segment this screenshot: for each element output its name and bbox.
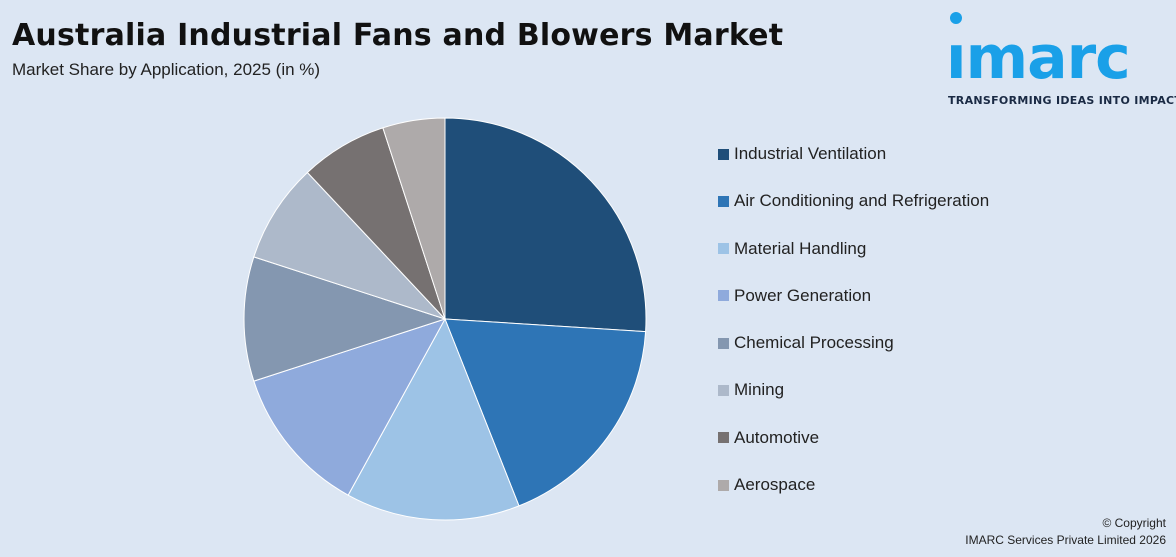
legend-item: Power Generation — [718, 284, 989, 308]
logo-wordmark: ımarc — [946, 23, 1131, 93]
pie-slice-material-handling — [347, 317, 520, 521]
legend-label: Industrial Ventilation — [734, 144, 887, 163]
legend-swatch — [718, 479, 729, 491]
logo-dot-icon — [950, 12, 962, 24]
imarc-logo: ımarc TRANSFORMING IDEAS INTO IMPACT — [946, 12, 1176, 108]
pie-slice-chemical-processing — [243, 256, 447, 382]
pie-slice-mining — [253, 171, 446, 320]
legend-label: Air Conditioning and Refrigeration — [734, 191, 990, 211]
legend-swatch — [718, 148, 729, 160]
pie-slice-power-generation — [253, 318, 447, 496]
copyright-label: © Copyright — [1102, 516, 1166, 530]
legend-swatch — [718, 432, 729, 444]
legend-label: Power Generation — [734, 285, 872, 305]
legend-label: Material Handling — [734, 238, 867, 258]
pie-chart — [243, 117, 647, 521]
pie-slice-air-conditioning-and-refrigeration — [444, 318, 647, 507]
legend-item: Air Conditioning and Refrigeration — [718, 189, 989, 213]
logo-tagline: TRANSFORMING IDEAS INTO IMPACT — [948, 94, 1176, 107]
legend-label: Chemical Processing — [734, 333, 894, 353]
legend-label: Automotive — [734, 427, 820, 447]
legend-swatch — [718, 337, 729, 349]
chart-subtitle: Market Share by Application, 2025 (in %) — [12, 60, 321, 79]
legend-item: Automotive — [718, 426, 989, 450]
legend-item: Chemical Processing — [718, 331, 989, 355]
copyright: © Copyright IMARC Services Private Limit… — [965, 515, 1166, 549]
legend-item: Aerospace — [718, 473, 989, 497]
pie-slice-industrial-ventilation — [444, 117, 647, 333]
legend-label: Mining — [734, 380, 785, 400]
legend-item: Material Handling — [718, 237, 989, 261]
legend-swatch — [718, 195, 729, 207]
legend-item: Mining — [718, 378, 989, 402]
pie-slice-aerospace — [382, 117, 446, 320]
legend-swatch — [718, 243, 729, 255]
legend-swatch — [718, 290, 729, 302]
chart-title: Australia Industrial Fans and Blowers Ma… — [12, 18, 784, 53]
copyright-company: IMARC Services Private Limited 2026 — [965, 533, 1166, 547]
legend-item: Industrial Ventilation — [718, 142, 989, 166]
legend-swatch — [718, 384, 729, 396]
legend-label: Aerospace — [734, 475, 816, 495]
chart-legend: Industrial Ventilation Air Conditioning a… — [718, 142, 989, 520]
